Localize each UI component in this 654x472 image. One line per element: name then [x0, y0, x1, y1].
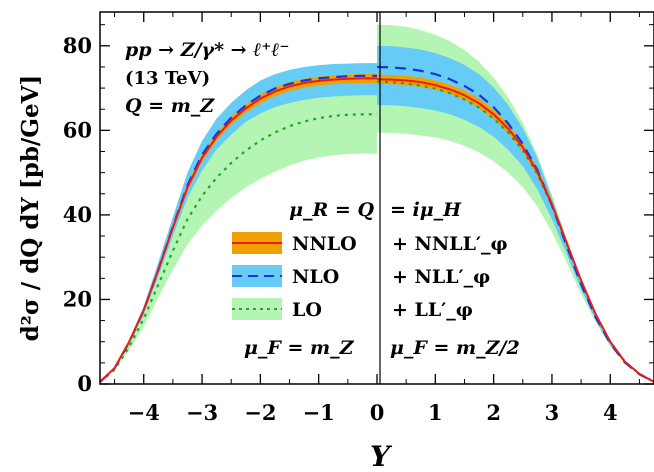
legend-entry-nnlo: NNLO + NNLL′_φ [232, 232, 508, 255]
legend: NNLO + NNLL′_φ NLO + NLL′_φ LO + LL′_φ [232, 232, 508, 321]
legend-swatch-lo [232, 298, 282, 320]
scale-q-label: Q = m_Z [125, 95, 215, 117]
x-tick-label: 2 [486, 400, 501, 425]
y-tick-label: 0 [77, 371, 92, 396]
band-nnlo-right [377, 74, 654, 382]
legend-label-nnll: + NNLL′_φ [392, 233, 508, 255]
x-tick-label: 0 [370, 400, 385, 425]
line-lo-left [100, 113, 377, 383]
x-tick-label: 1 [428, 400, 443, 425]
y-tick-label: 20 [63, 286, 92, 311]
x-axis-label: Y [370, 440, 393, 472]
legend-entry-lo: LO + LL′_φ [232, 298, 473, 321]
x-tick-label: 4 [603, 400, 618, 425]
x-tick-label: 3 [545, 400, 560, 425]
process-label: pp → Z/γ* → ℓ⁺ℓ⁻ [125, 39, 289, 61]
legend-label-lo: LO [292, 299, 322, 321]
y-tick-label: 60 [63, 117, 92, 142]
x-tick-label: −4 [128, 400, 160, 425]
mu-r-left-label: μ_R = Q [289, 199, 374, 221]
mu-f-right-label: μ_F = m_Z/2 [390, 337, 520, 359]
central-curves [100, 65, 654, 383]
annotations: pp → Z/γ* → ℓ⁺ℓ⁻ (13 TeV) Q = m_Z μ_R = … [125, 39, 520, 359]
x-tick-label: −3 [186, 400, 218, 425]
y-tick-label: 40 [63, 202, 92, 227]
line-nnlo-left [100, 77, 377, 383]
plot-frame [99, 11, 654, 385]
legend-label-nll: + NLL′_φ [392, 266, 490, 288]
mu-f-left-label: μ_F = m_Z [244, 337, 355, 359]
legend-label-nlo: NLO [292, 266, 339, 288]
band-nlo-left [100, 63, 377, 382]
legend-entry-nlo: NLO + NLL′_φ [232, 265, 490, 288]
legend-label-ll: + LL′_φ [392, 299, 473, 321]
legend-label-nnlo: NNLO [292, 233, 357, 255]
mu-r-right-label: = iμ_H [390, 199, 462, 221]
band-lo-left [100, 71, 377, 382]
energy-label: (13 TeV) [125, 68, 210, 89]
y-tick-label: 80 [63, 33, 92, 58]
y-axis-label: d²σ / dQ dY [pb/GeV] [17, 75, 44, 342]
x-tick-label: −2 [244, 400, 276, 425]
line-nnlo-right [376, 78, 654, 383]
x-tick-label: −1 [303, 400, 335, 425]
